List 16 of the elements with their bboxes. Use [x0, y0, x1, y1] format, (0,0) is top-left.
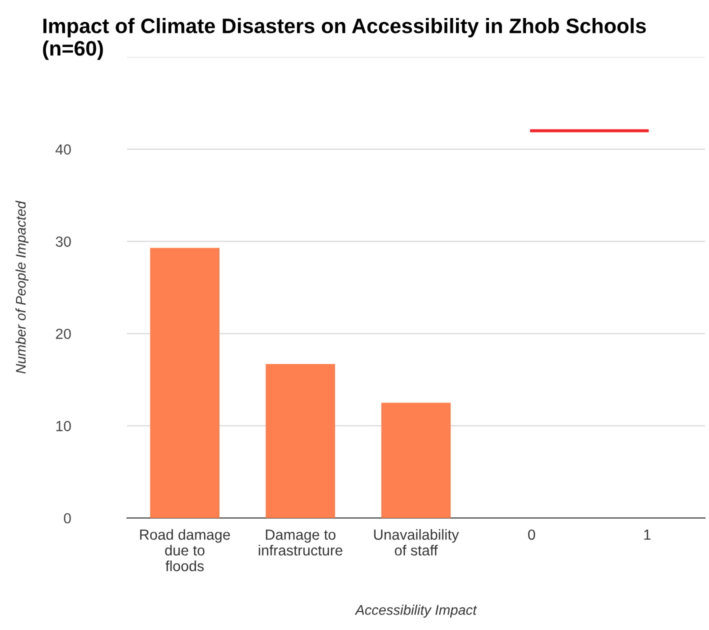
y-axis-title: Number of People Impacted: [16, 200, 28, 374]
y-tick-label: 40: [56, 144, 71, 155]
y-tick-label: 20: [56, 328, 71, 340]
y-tick-label: 10: [56, 420, 71, 432]
x-tick-label: Damage to infrastructure: [258, 530, 342, 556]
chart-title: Impact of Climate Disasters on Accessibility in Zhob Schools (n=60): [43, 18, 646, 60]
x-axis-title: Accessibility Impact: [354, 604, 478, 618]
bar: [266, 364, 336, 518]
x-tick-label: Road damage due to floods: [140, 529, 230, 572]
x-tick-label: 1: [644, 530, 651, 540]
y-tick-label: 30: [56, 236, 71, 247]
x-tick-label: 0: [528, 529, 536, 540]
bar: [150, 248, 220, 518]
x-tick-label: Unavailability of staff: [374, 529, 459, 556]
bar: [381, 402, 451, 518]
y-tick-label: 0: [64, 513, 71, 524]
